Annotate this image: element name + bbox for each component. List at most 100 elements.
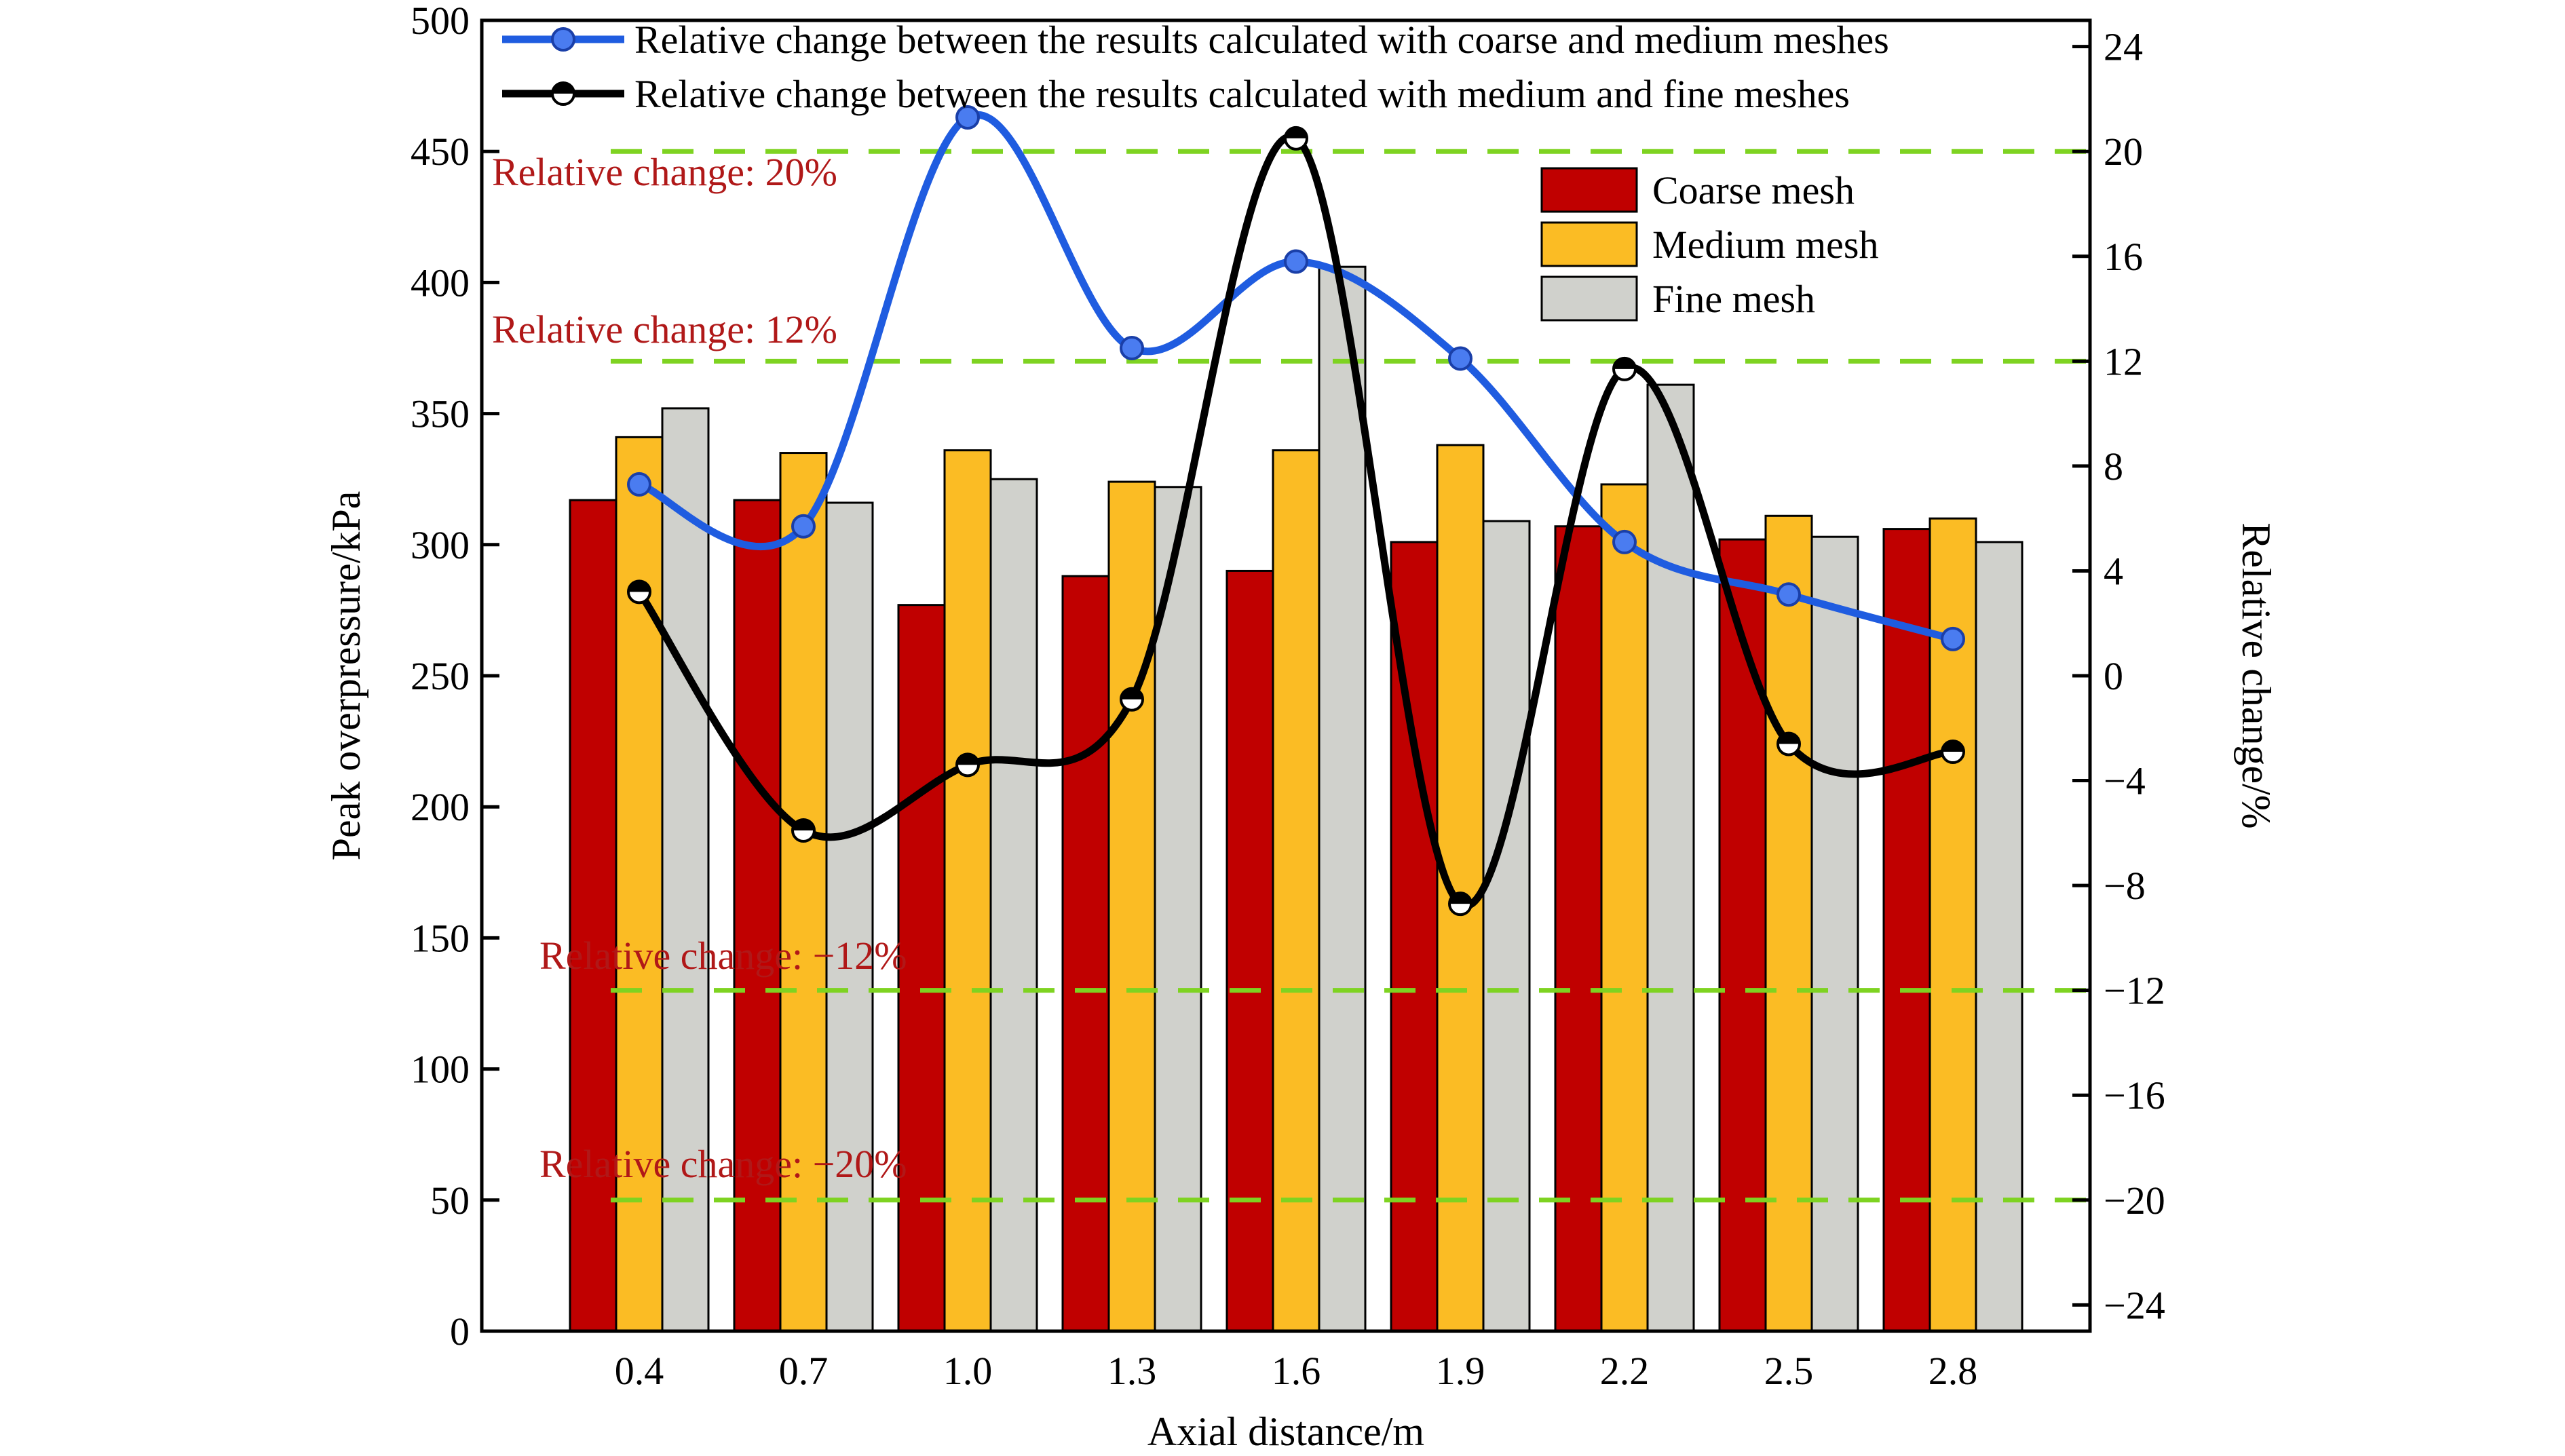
- marker-medium-fine-half: [957, 754, 978, 765]
- x-tick-label: 1.9: [1436, 1349, 1485, 1393]
- y-right-tick-label: 24: [2104, 25, 2143, 69]
- bar-fine-mesh: [1318, 265, 1367, 1333]
- x-tick-label: 0.4: [615, 1349, 664, 1393]
- bar-medium-mesh: [615, 436, 664, 1333]
- axes-group: 050100150200250300350400450500−24−20−16−…: [411, 0, 2165, 1393]
- bar-coarse-mesh: [569, 499, 618, 1333]
- y-right-tick-label: −16: [2104, 1073, 2165, 1117]
- bar-medium-mesh: [1436, 444, 1485, 1333]
- marker-medium-fine-half: [1614, 358, 1635, 369]
- x-tick-label: 1.6: [1272, 1349, 1321, 1393]
- bar-coarse-mesh: [1554, 525, 1603, 1333]
- y-left-tick-label: 200: [411, 785, 470, 829]
- marker-coarse-medium: [627, 472, 651, 497]
- bar-coarse-mesh: [1226, 569, 1274, 1333]
- marker-coarse-medium: [955, 104, 980, 130]
- bar-medium-mesh: [1600, 483, 1649, 1333]
- legend-group: Relative change between the results calc…: [502, 18, 1889, 322]
- x-tick-label: 2.5: [1764, 1349, 1814, 1393]
- marker-coarse-medium: [1612, 529, 1637, 554]
- marker-coarse-medium: [791, 514, 816, 539]
- bar-medium-mesh: [1764, 514, 1813, 1333]
- line-series-group: [627, 104, 1965, 917]
- bar-coarse-mesh: [1882, 528, 1931, 1333]
- y-right-tick-label: −20: [2104, 1179, 2165, 1223]
- bar-fine-mesh: [1154, 486, 1202, 1333]
- marker-medium-fine-half: [1285, 127, 1307, 138]
- y-left-tick-label: 100: [411, 1048, 470, 1092]
- marker-medium-fine-half: [1121, 688, 1143, 700]
- bar-legend: Coarse mesh Medium mesh Fine mesh: [1540, 167, 1878, 322]
- marker-coarse-medium: [1941, 626, 1965, 651]
- y-right-tick-label: 20: [2104, 130, 2143, 174]
- bar-fine-mesh: [1646, 383, 1695, 1333]
- bar-medium-mesh: [1107, 480, 1156, 1333]
- legend-bar-swatch: [1540, 167, 1638, 213]
- bar-fine-mesh: [825, 501, 874, 1333]
- legend-bar-label: Coarse mesh: [1652, 168, 1855, 212]
- x-tick-label: 1.3: [1107, 1349, 1157, 1393]
- x-tick-label: 2.8: [1928, 1349, 1978, 1393]
- reference-label: Relative change: 12%: [492, 307, 837, 351]
- y-left-tick-label: 400: [411, 261, 470, 305]
- y-left-axis-title: Peak overpressure/kPa: [324, 491, 368, 861]
- bar-fine-mesh: [1975, 541, 2024, 1333]
- line-legend: Relative change between the results calc…: [502, 18, 1889, 116]
- y-left-tick-label: 150: [411, 916, 470, 960]
- marker-coarse-medium: [1448, 346, 1472, 371]
- legend-bar-swatch: [1540, 275, 1638, 322]
- marker-coarse-medium: [1120, 336, 1144, 360]
- legend-line-label: Relative change between the results calc…: [634, 72, 1850, 116]
- marker-coarse-medium: [1284, 249, 1308, 274]
- reference-label: Relative change: −12%: [539, 934, 907, 978]
- bar-fine-mesh: [661, 407, 710, 1333]
- bar-series-group: [569, 265, 2024, 1333]
- marker-medium-fine-half: [628, 581, 650, 592]
- y-right-tick-label: −8: [2104, 864, 2146, 908]
- y-left-tick-label: 300: [411, 523, 470, 567]
- bar-medium-mesh: [1272, 449, 1320, 1333]
- marker-medium-fine-half: [1778, 733, 1800, 744]
- reference-label: Relative change: −20%: [539, 1142, 907, 1186]
- reference-label: Relative change: 20%: [492, 150, 837, 194]
- y-right-axis-title: Relative change/%: [2234, 522, 2279, 828]
- marker-medium-fine-half: [1449, 893, 1471, 904]
- line-medium-fine: [636, 133, 1954, 910]
- marker-medium-fine-half: [1942, 741, 1964, 752]
- y-left-tick-label: 0: [450, 1309, 470, 1354]
- legend-line-label: Relative change between the results calc…: [634, 18, 1889, 62]
- y-right-tick-label: −4: [2104, 759, 2146, 803]
- y-left-tick-label: 250: [411, 654, 470, 698]
- x-axis-title: Axial distance/m: [1147, 1409, 1424, 1454]
- y-left-tick-label: 450: [411, 130, 470, 174]
- legend-bar-label: Medium mesh: [1652, 223, 1878, 267]
- y-right-tick-label: 4: [2104, 549, 2123, 593]
- x-tick-label: 1.0: [943, 1349, 993, 1393]
- bar-fine-mesh: [989, 478, 1038, 1333]
- x-tick-label: 2.2: [1600, 1349, 1650, 1393]
- legend-bar-swatch: [1540, 221, 1638, 267]
- y-right-tick-label: −12: [2104, 969, 2165, 1013]
- bar-medium-mesh: [943, 449, 992, 1333]
- bar-coarse-mesh: [897, 604, 946, 1333]
- y-right-tick-label: −24: [2104, 1283, 2165, 1327]
- y-left-tick-label: 350: [411, 392, 470, 436]
- marker-coarse-medium: [1776, 582, 1801, 607]
- bar-fine-mesh: [1482, 520, 1531, 1333]
- legend-marker-half: [552, 83, 574, 94]
- bar-fine-mesh: [1810, 535, 1859, 1333]
- bar-coarse-mesh: [1061, 575, 1110, 1333]
- y-right-tick-label: 16: [2104, 235, 2143, 279]
- bar-coarse-mesh: [1718, 538, 1767, 1333]
- y-right-tick-label: 0: [2104, 654, 2123, 698]
- y-left-tick-label: 500: [411, 0, 470, 43]
- bar-coarse-mesh: [733, 499, 782, 1333]
- y-right-tick-label: 12: [2104, 339, 2143, 383]
- marker-medium-fine-half: [793, 819, 814, 830]
- y-left-tick-label: 50: [430, 1179, 470, 1223]
- y-right-tick-label: 8: [2104, 444, 2123, 488]
- bar-medium-mesh: [1928, 517, 1977, 1333]
- legend-marker: [551, 27, 575, 52]
- x-tick-label: 0.7: [779, 1349, 829, 1393]
